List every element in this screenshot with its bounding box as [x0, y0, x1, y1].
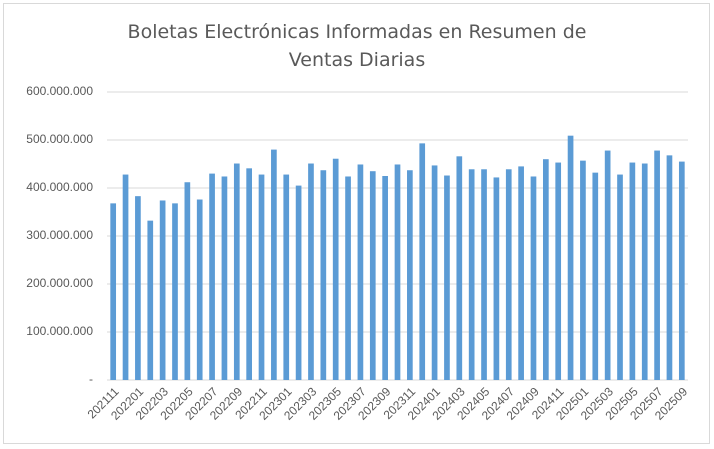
bar [641, 163, 648, 380]
y-tick-label: 300.000.000 [26, 228, 93, 242]
bar [456, 156, 463, 380]
y-tick-label: 600.000.000 [26, 84, 93, 98]
bar [394, 164, 401, 380]
bar [678, 161, 685, 380]
bar [666, 155, 673, 380]
bar [233, 163, 240, 380]
bar [159, 200, 166, 380]
bar [567, 135, 574, 380]
bar [542, 159, 549, 380]
bar [357, 164, 364, 380]
bar [431, 165, 438, 380]
bar [283, 174, 290, 380]
bar [530, 176, 537, 380]
bar [617, 174, 623, 380]
bar [444, 175, 450, 380]
bar [592, 172, 599, 380]
chart-border [3, 3, 710, 444]
y-tick-label: 200.000.000 [26, 276, 93, 290]
bar [345, 176, 351, 380]
bar [419, 143, 426, 380]
bar [604, 150, 611, 380]
bar [481, 169, 487, 380]
bar [184, 182, 191, 380]
bar [493, 177, 500, 380]
bar [629, 162, 636, 380]
bar [110, 203, 117, 380]
chart-title: Boletas Electrónicas Informadas en Resum… [127, 21, 587, 71]
y-tick-label: 100.000.000 [26, 324, 93, 338]
bar [221, 176, 228, 380]
bar [580, 160, 586, 380]
bar [246, 168, 253, 380]
bar [468, 169, 475, 380]
bar [320, 170, 327, 380]
bar [332, 158, 339, 380]
bar [308, 163, 314, 380]
y-tick-label: 500.000.000 [26, 132, 93, 146]
bar [407, 170, 413, 380]
bar [369, 171, 376, 380]
bar [135, 196, 141, 380]
bar [654, 150, 660, 380]
bar [147, 220, 154, 380]
y-tick-label: - [89, 372, 93, 386]
bar [209, 173, 215, 380]
bar [258, 174, 265, 380]
bar [505, 169, 512, 380]
bar [295, 185, 302, 380]
bar [172, 203, 178, 380]
bar [271, 149, 277, 380]
y-tick-label: 400.000.000 [26, 180, 93, 194]
bar [555, 162, 562, 380]
bar [196, 199, 203, 380]
bar [382, 176, 388, 380]
bar [122, 174, 129, 380]
bar [518, 166, 524, 380]
